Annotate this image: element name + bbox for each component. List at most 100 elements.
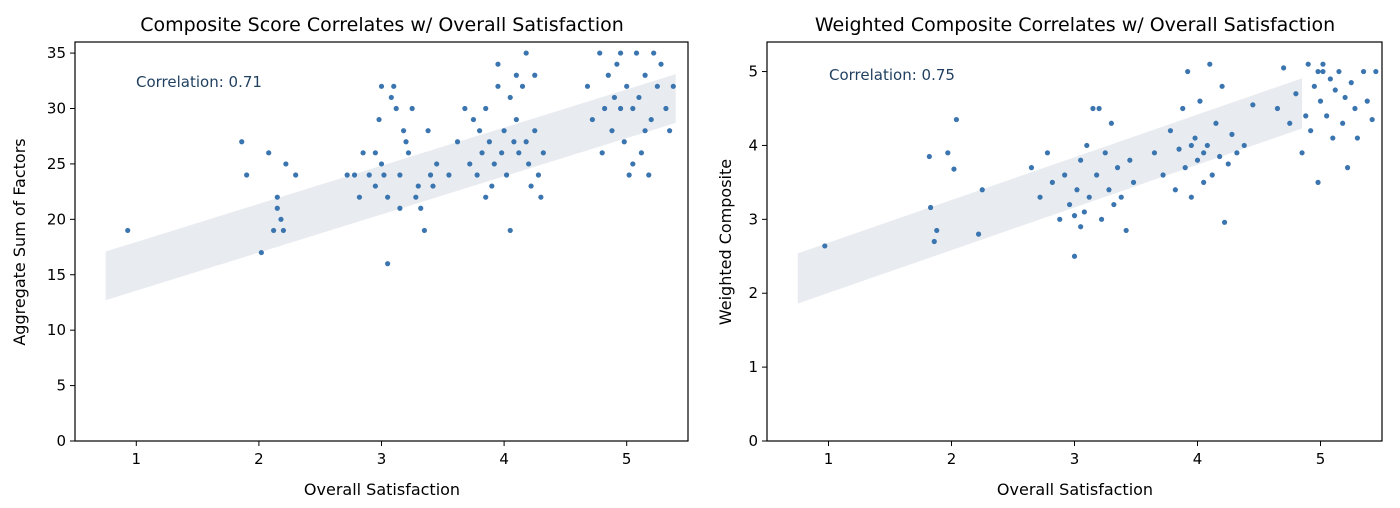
data-point xyxy=(1084,142,1090,149)
data-point xyxy=(454,139,461,145)
data-point xyxy=(258,249,264,256)
data-point xyxy=(1188,194,1194,200)
right-chart-panel: Weighted Composite Correlates w/ Overall… xyxy=(716,14,1383,499)
data-point xyxy=(1074,187,1080,193)
data-point xyxy=(621,139,627,145)
data-point xyxy=(927,204,934,211)
data-point xyxy=(1081,209,1087,215)
data-point xyxy=(470,116,477,123)
data-point xyxy=(1204,142,1210,149)
data-point xyxy=(1340,120,1346,126)
y-tick-label: 0 xyxy=(748,432,758,450)
x-tick-label: 4 xyxy=(1193,450,1203,468)
data-point xyxy=(1086,194,1092,200)
data-point xyxy=(1188,142,1194,149)
data-point xyxy=(372,150,378,156)
data-point xyxy=(495,61,501,67)
x-tick-label: 1 xyxy=(132,450,142,468)
data-point xyxy=(1123,227,1129,234)
data-point xyxy=(1127,157,1133,163)
data-point xyxy=(511,139,517,145)
data-point xyxy=(1194,157,1201,163)
data-point xyxy=(476,128,483,134)
data-point xyxy=(934,227,940,234)
y-tick-label: 4 xyxy=(748,136,758,154)
data-point xyxy=(483,194,489,200)
data-point xyxy=(648,116,654,123)
data-point xyxy=(403,139,409,145)
data-point xyxy=(513,116,519,123)
data-point xyxy=(584,83,591,89)
data-point xyxy=(1130,179,1137,185)
data-point xyxy=(926,153,932,160)
data-point xyxy=(1217,153,1223,160)
data-point xyxy=(599,150,605,156)
data-point xyxy=(1114,165,1121,171)
x-tick-label: 5 xyxy=(1316,450,1326,468)
data-point xyxy=(278,216,284,222)
data-point xyxy=(1066,201,1073,208)
data-point xyxy=(1209,172,1215,178)
y-tick-label: 5 xyxy=(748,63,758,81)
data-point xyxy=(617,50,624,56)
data-point xyxy=(467,161,473,167)
data-point xyxy=(667,128,673,134)
data-point xyxy=(532,72,538,78)
data-point xyxy=(479,150,485,156)
data-point xyxy=(611,94,618,101)
data-point xyxy=(1315,68,1321,75)
data-point xyxy=(614,61,620,67)
data-point xyxy=(360,150,366,156)
data-point xyxy=(507,94,513,101)
data-point xyxy=(1151,150,1158,156)
left-y-axis-label: Aggregate Sum of Factors xyxy=(10,138,29,345)
data-point xyxy=(1315,179,1321,185)
data-point xyxy=(1352,105,1358,112)
data-point xyxy=(1317,98,1324,104)
data-point xyxy=(1281,65,1287,71)
data-point xyxy=(523,50,529,56)
x-tick-label: 3 xyxy=(1070,450,1080,468)
data-point xyxy=(446,172,452,178)
data-point xyxy=(1293,91,1299,97)
data-point xyxy=(523,139,529,145)
data-point xyxy=(366,172,372,178)
data-point xyxy=(589,116,595,123)
data-point xyxy=(1241,142,1247,149)
right-chart-title: Weighted Composite Correlates w/ Overall… xyxy=(815,14,1335,36)
data-point xyxy=(385,194,391,200)
data-point xyxy=(501,128,507,134)
data-point xyxy=(528,183,534,189)
data-point xyxy=(519,83,526,89)
data-point xyxy=(1062,172,1068,178)
data-point xyxy=(356,194,363,200)
data-point xyxy=(376,116,382,123)
data-point xyxy=(495,83,501,89)
data-point xyxy=(670,83,676,89)
data-point xyxy=(975,231,982,237)
data-point xyxy=(1096,105,1102,112)
data-point xyxy=(1180,105,1186,112)
data-point xyxy=(486,139,492,145)
y-tick-label: 30 xyxy=(47,100,66,118)
data-point xyxy=(405,150,412,156)
data-point xyxy=(421,227,428,234)
y-tick-label: 0 xyxy=(56,432,66,450)
left-chart-panel: Composite Score Correlates w/ Overall Sa… xyxy=(10,14,689,499)
data-point xyxy=(1172,187,1178,193)
data-point xyxy=(474,172,480,178)
data-point xyxy=(274,194,280,200)
data-point xyxy=(1234,150,1240,156)
data-point xyxy=(630,161,636,167)
data-point xyxy=(283,161,289,167)
data-point xyxy=(1049,179,1055,185)
data-point xyxy=(1336,68,1342,75)
data-point xyxy=(1207,61,1213,67)
data-point xyxy=(1057,216,1063,222)
data-point xyxy=(1098,216,1105,222)
data-point xyxy=(1221,219,1228,225)
data-point xyxy=(381,172,387,178)
data-point xyxy=(1071,213,1078,219)
data-point xyxy=(636,94,642,101)
